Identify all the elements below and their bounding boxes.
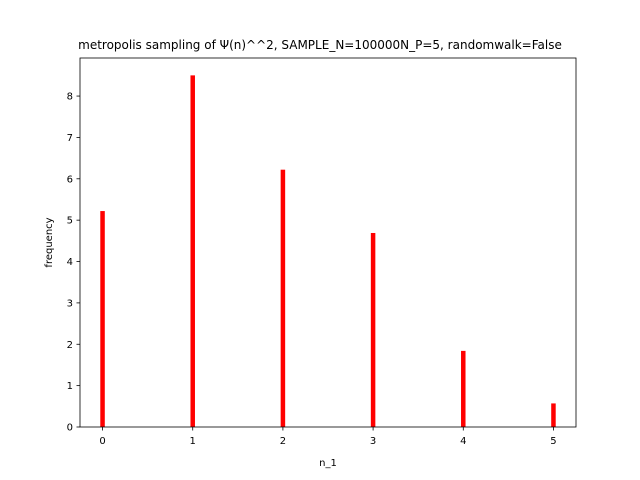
y-tick-label: 8 — [67, 92, 73, 103]
y-axis-label: frequency — [44, 217, 55, 267]
y-tick-label: 4 — [67, 257, 73, 268]
y-axis: 0 1 2 3 4 5 6 7 8 — [67, 92, 80, 434]
chart-title: metropolis sampling of Ψ(n)^^2, SAMPLE_N… — [78, 38, 562, 52]
x-tick-label: 5 — [550, 436, 556, 447]
x-tick-label: 2 — [280, 436, 286, 447]
x-tick-label: 0 — [99, 436, 105, 447]
x-axis-label: n_1 — [319, 458, 337, 469]
x-tick-label: 4 — [460, 436, 466, 447]
y-tick-label: 7 — [67, 133, 73, 144]
y-tick-label: 6 — [67, 174, 73, 185]
x-tick-label: 3 — [370, 436, 376, 447]
bar-3 — [370, 232, 376, 427]
bar-1 — [190, 75, 195, 427]
y-tick-label: 0 — [67, 423, 73, 434]
bars-group — [100, 75, 556, 428]
bar-0 — [100, 211, 105, 427]
bar-5 — [551, 403, 556, 427]
y-tick-label: 5 — [67, 216, 73, 227]
y-tick-label: 3 — [67, 298, 73, 309]
x-axis: 0 1 2 3 4 5 — [99, 427, 557, 447]
x-tick-label: 1 — [190, 436, 196, 447]
y-tick-label: 2 — [67, 340, 73, 351]
bar-2 — [280, 169, 286, 428]
plot-frame — [79, 57, 577, 428]
y-tick-label: 1 — [67, 381, 73, 392]
bar-4 — [461, 350, 466, 427]
